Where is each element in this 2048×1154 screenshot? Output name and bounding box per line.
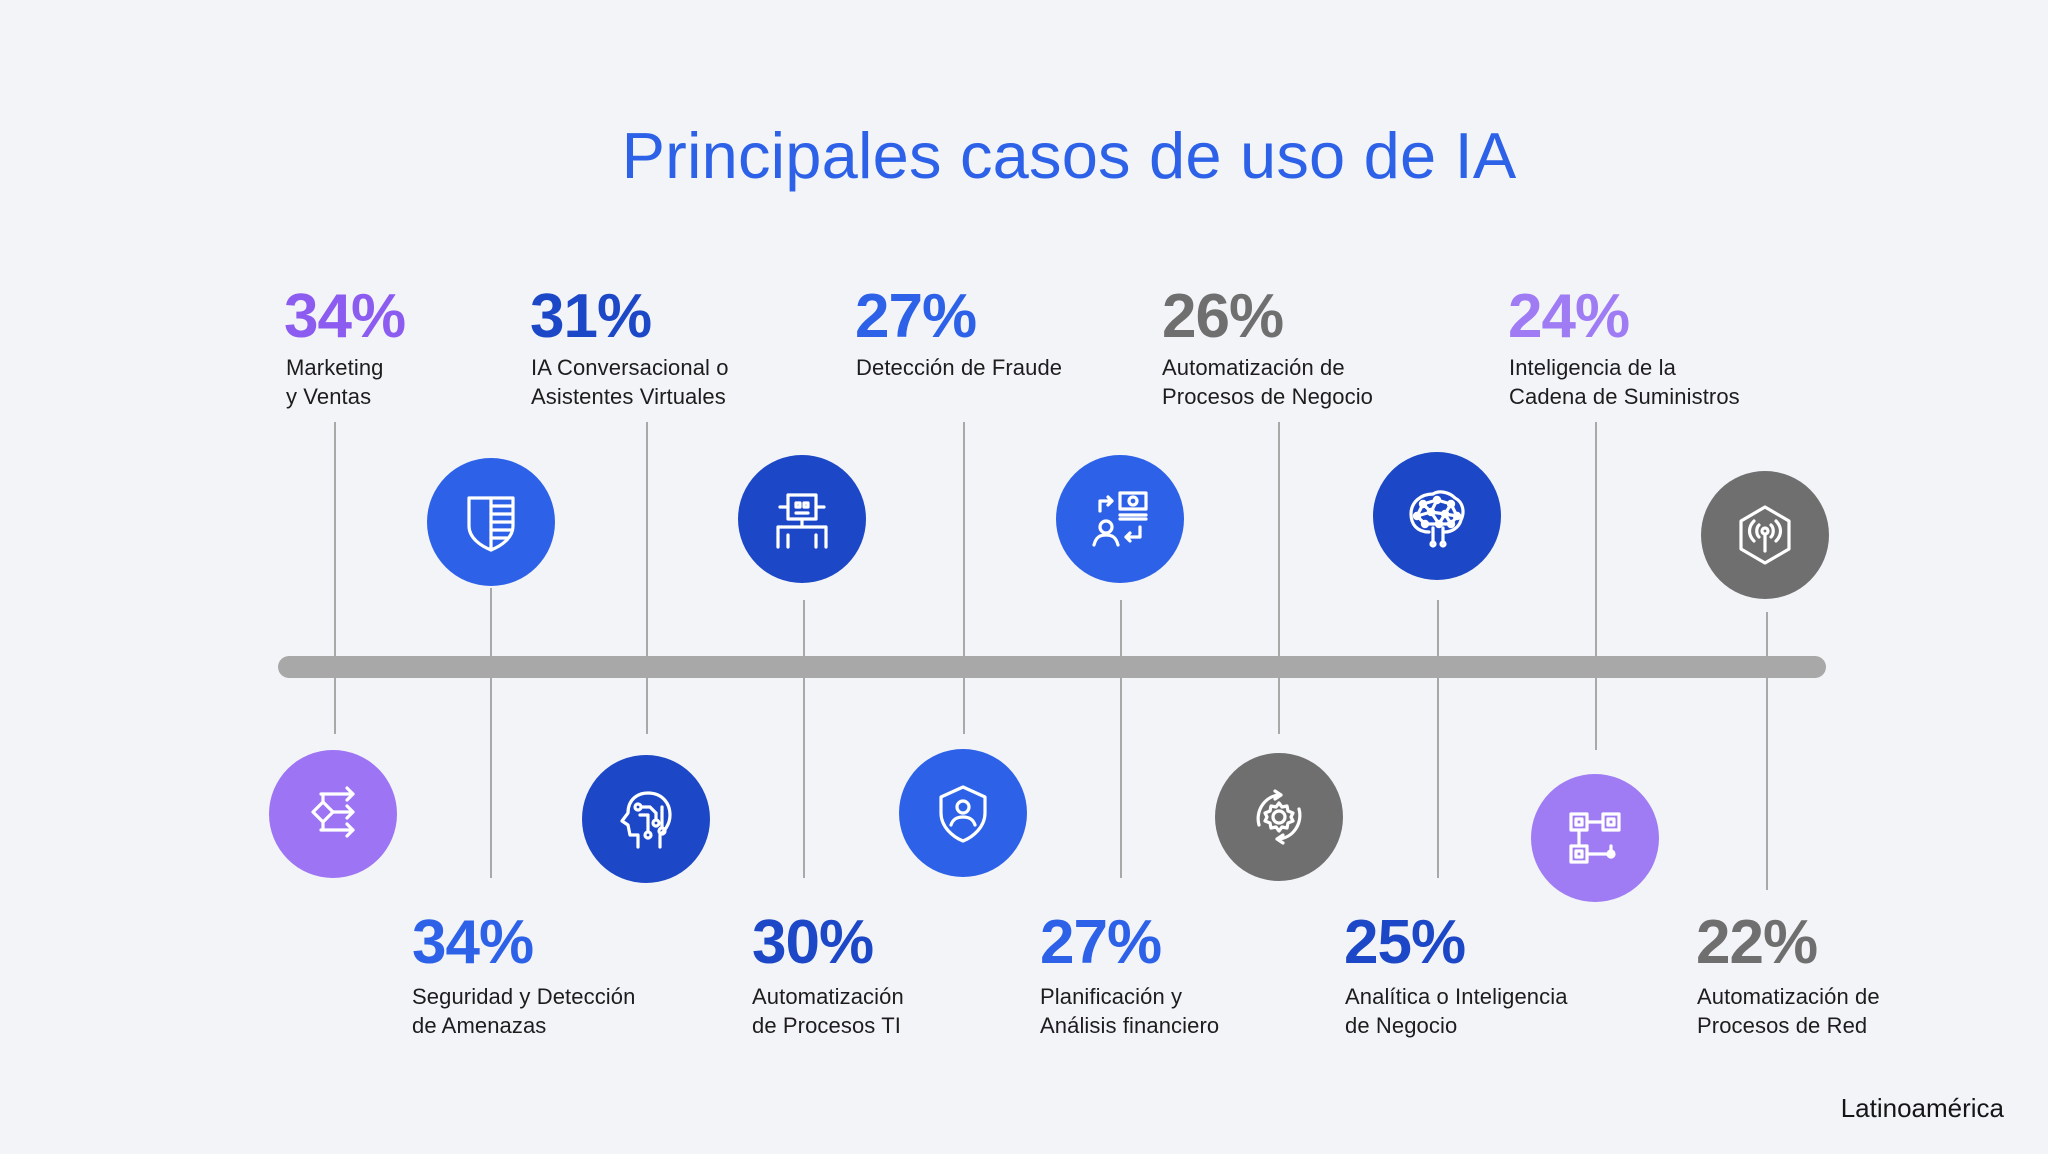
brain-network-icon <box>1409 490 1465 548</box>
use-case-icon-circle <box>269 750 397 878</box>
use-case-label: Detección de Fraude <box>856 355 1063 380</box>
percentage: 34% <box>412 908 534 977</box>
use-case-icon-circle <box>899 749 1027 877</box>
stem-6 <box>1120 600 1122 878</box>
use-case-icon-circle <box>1531 774 1659 902</box>
use-case-icon-circle <box>1056 455 1184 583</box>
stem-3 <box>646 422 648 734</box>
use-case-label: Automatización de Procesos de Negocio <box>1162 355 1374 409</box>
robot-icon <box>776 493 828 549</box>
use-case-label: Automatización de Procesos de Red <box>1697 984 1880 1038</box>
ai-head-icon <box>620 791 672 849</box>
use-case-label: Automatización de Procesos TI <box>752 984 904 1038</box>
gear-cycle-icon <box>1256 789 1302 845</box>
money-transfer-icon <box>1092 491 1148 547</box>
stem-8 <box>1437 600 1439 878</box>
stem-9 <box>1595 422 1597 750</box>
user-shield-icon <box>939 785 987 843</box>
use-case-label: Analítica o Inteligencia de Negocio <box>1345 984 1568 1038</box>
use-case-label: Seguridad y Detección de Amenazas <box>412 984 636 1038</box>
percentage: 27% <box>1040 908 1162 977</box>
timeline-axis <box>278 656 1826 678</box>
supply-chain-icon <box>1569 812 1621 864</box>
use-case-label: Inteligencia de la Cadena de Suministros <box>1509 355 1740 409</box>
network-signal-icon <box>1739 505 1791 565</box>
stem-1 <box>334 422 336 734</box>
flowchart-icon <box>311 786 355 838</box>
use-case-icon-circle <box>582 755 710 883</box>
percentage: 24% <box>1508 282 1630 351</box>
use-case-icon-circle <box>1373 452 1501 580</box>
stem-2 <box>490 588 492 878</box>
percentage: 27% <box>855 282 977 351</box>
use-case-label: IA Conversacional o Asistentes Virtuales <box>531 355 729 409</box>
percentage: 31% <box>530 282 652 351</box>
percentage: 22% <box>1696 908 1818 977</box>
percentage: 25% <box>1344 908 1466 977</box>
use-case-icon-circle <box>738 455 866 583</box>
stem-5 <box>963 422 965 734</box>
stem-10 <box>1766 612 1768 890</box>
use-case-icon-circle <box>1701 471 1829 599</box>
page-title: Principales casos de uso de IA <box>621 119 1517 192</box>
percentage: 26% <box>1162 282 1284 351</box>
stem-4 <box>803 600 805 878</box>
percentage: 34% <box>284 282 406 351</box>
percentage: 30% <box>752 908 874 977</box>
shield-icon <box>467 496 515 552</box>
use-case-label: Marketing y Ventas <box>286 355 384 409</box>
stem-7 <box>1278 422 1280 734</box>
use-case-icon-circle <box>427 458 555 586</box>
use-case-icon-circle <box>1215 753 1343 881</box>
use-case-label: Planificación y Análisis financiero <box>1040 984 1220 1038</box>
region-label: Latinoamérica <box>1840 1093 2004 1123</box>
